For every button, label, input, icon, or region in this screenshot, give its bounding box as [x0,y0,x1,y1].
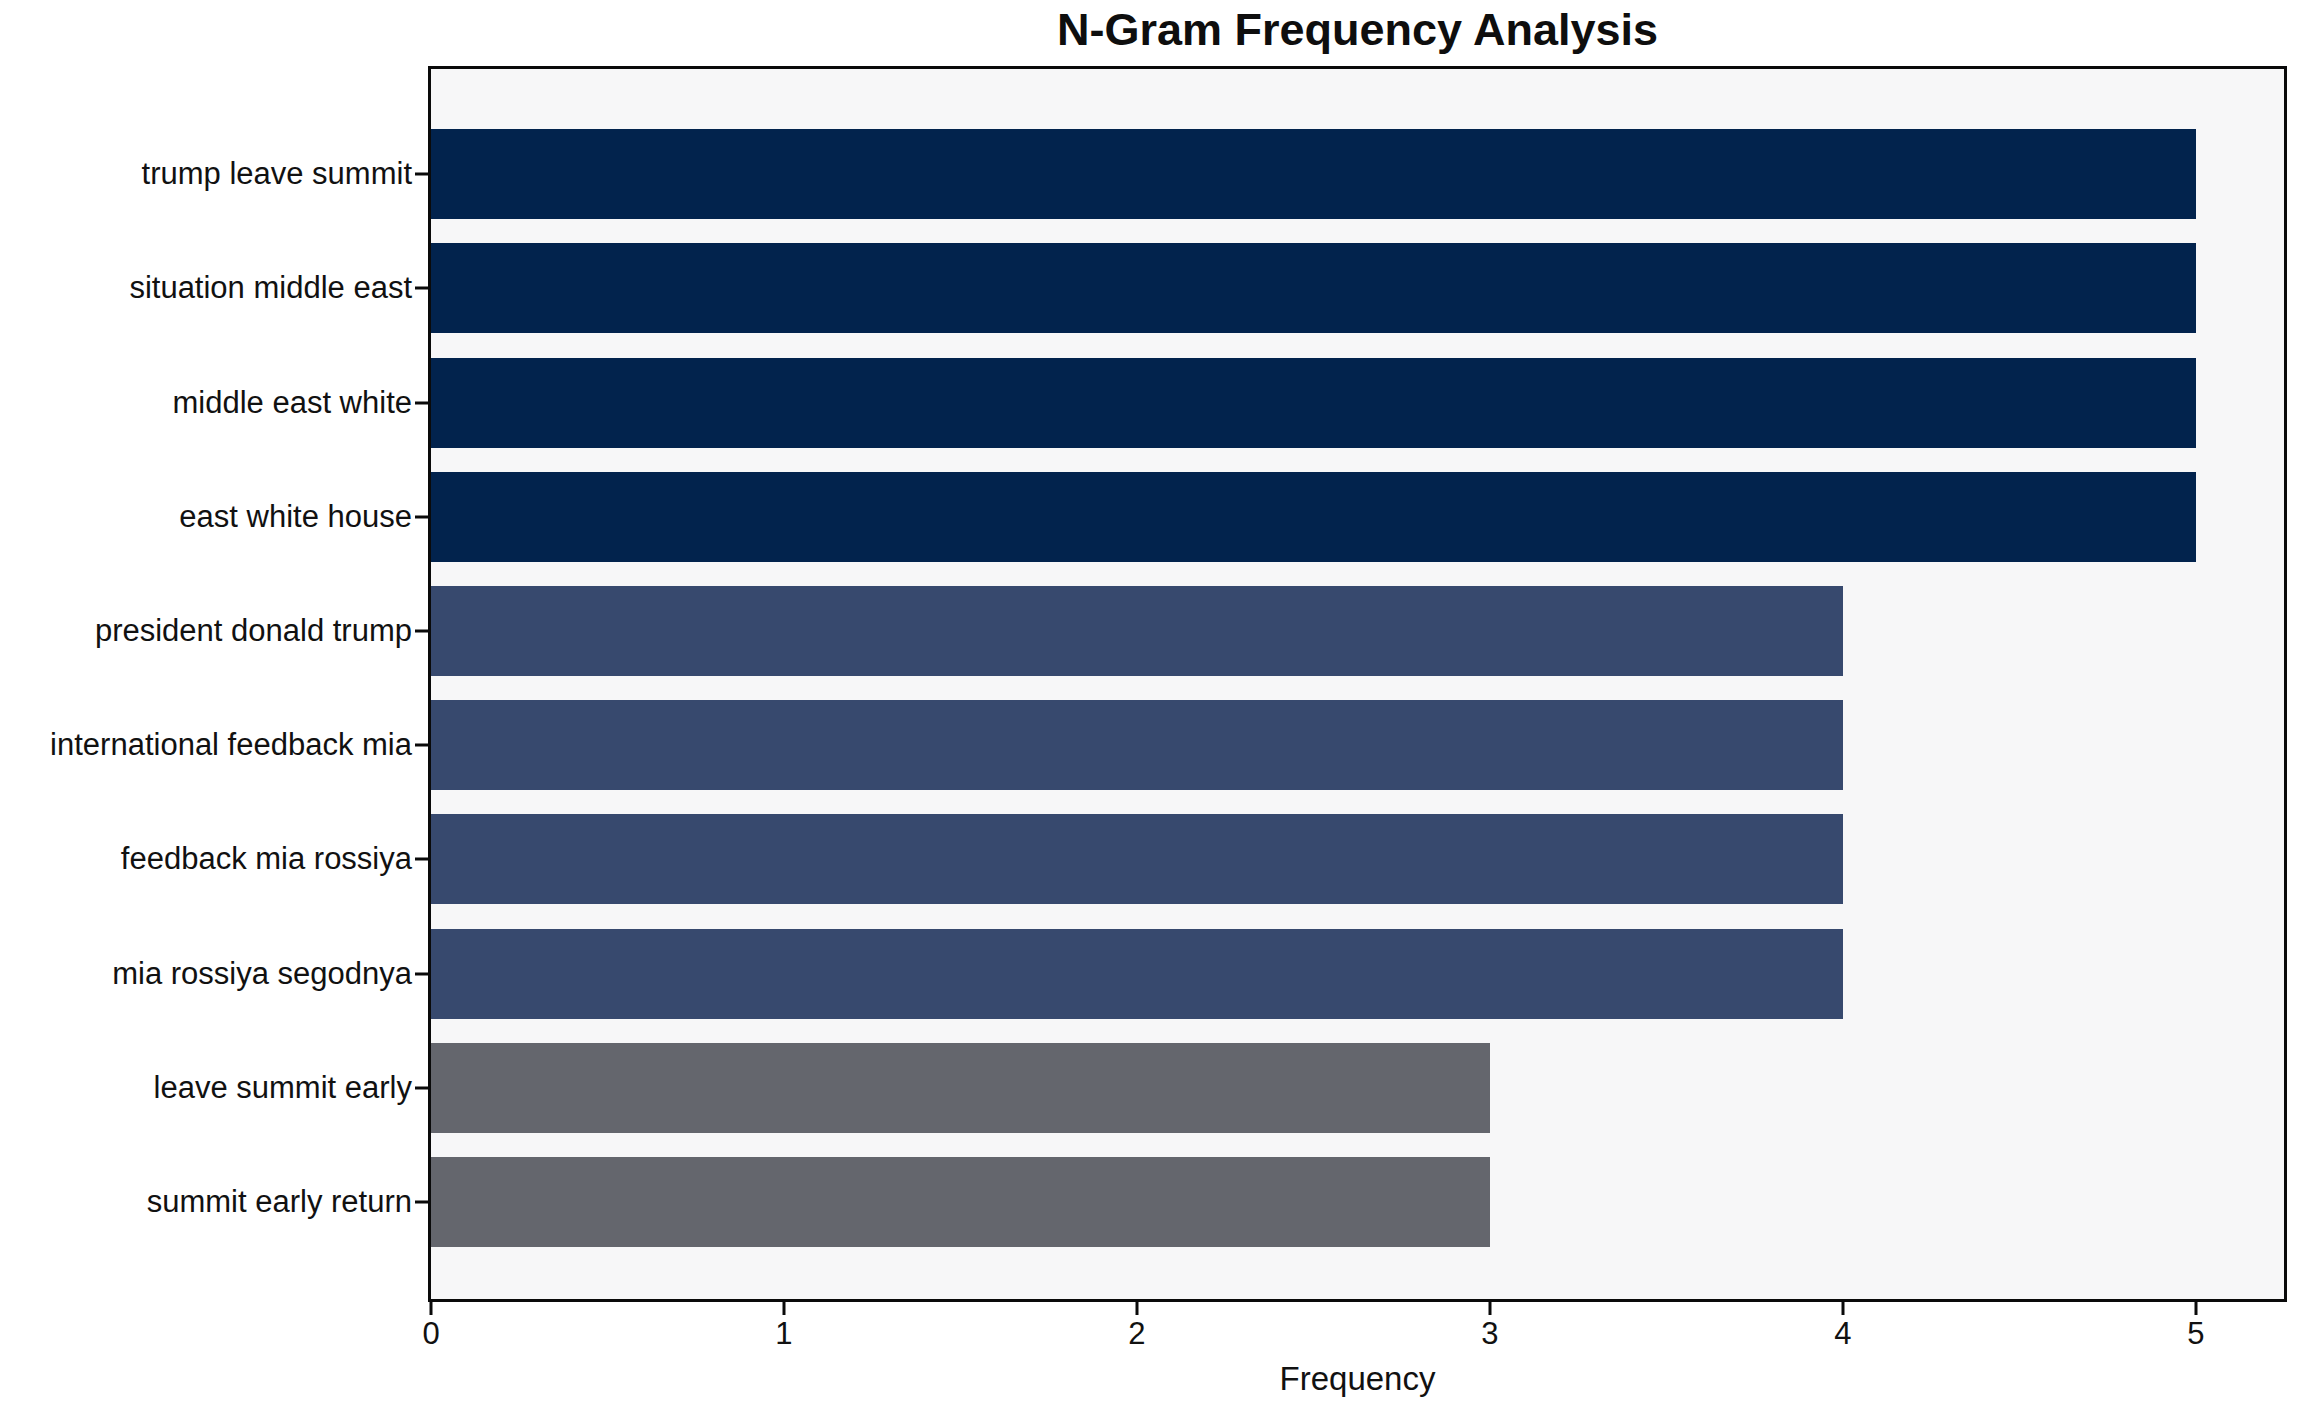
y-tick-mark [415,972,428,975]
x-tick-label: 5 [2187,1316,2204,1352]
category-label: summit early return [147,1184,412,1220]
y-label-row: situation middle east [0,231,412,345]
category-label: situation middle east [129,270,412,306]
figure: N-Gram Frequency Analysis trump leave su… [0,0,2308,1414]
x-tick-label: 2 [1128,1316,1145,1352]
category-label: east white house [179,499,412,535]
bar [431,929,1843,1019]
y-tick-mark [415,401,428,404]
x-axis-tick-labels: 012345 [431,1316,2284,1356]
y-tick-mark [415,287,428,290]
bar-row [431,345,2284,459]
bar-row [431,460,2284,574]
category-label: feedback mia rossiya [121,841,412,877]
bar-row [431,1145,2284,1259]
x-tick-mark [1488,1302,1491,1315]
bar-row [431,231,2284,345]
y-tick-mark [415,515,428,518]
y-label-row: mia rossiya segodnya [0,916,412,1030]
bar-row [431,1031,2284,1145]
plot-area [428,66,2287,1302]
y-label-row: president donald trump [0,574,412,688]
bar [431,472,2196,562]
bar [431,700,1843,790]
y-tick-mark [415,858,428,861]
bar-row [431,117,2284,231]
y-label-row: east white house [0,460,412,574]
x-tick-mark [1135,1302,1138,1315]
category-label: leave summit early [154,1070,412,1106]
bar-row [431,916,2284,1030]
category-label: president donald trump [95,613,412,649]
category-label: middle east white [172,385,412,421]
x-axis-label: Frequency [428,1360,2287,1398]
bar-row [431,688,2284,802]
bar [431,129,2196,219]
x-axis-ticks [431,1302,2284,1316]
x-tick-label: 0 [422,1316,439,1352]
x-tick-mark [1841,1302,1844,1315]
y-tick-mark [415,629,428,632]
x-tick-mark [2194,1302,2197,1315]
y-label-row: middle east white [0,345,412,459]
chart-title: N-Gram Frequency Analysis [428,4,2287,56]
bar-row [431,802,2284,916]
category-label: international feedback mia [50,727,412,763]
bar [431,358,2196,448]
y-label-row: trump leave summit [0,117,412,231]
bar [431,1157,1490,1247]
y-axis-ticks [415,117,428,1259]
bar [431,243,2196,333]
bar-series [431,117,2284,1259]
bar [431,814,1843,904]
y-label-row: summit early return [0,1145,412,1259]
y-label-row: feedback mia rossiya [0,802,412,916]
y-label-row: international feedback mia [0,688,412,802]
category-label: mia rossiya segodnya [112,956,412,992]
x-tick-label: 4 [1834,1316,1851,1352]
x-tick-label: 3 [1481,1316,1498,1352]
x-tick-label: 1 [775,1316,792,1352]
y-tick-mark [415,1086,428,1089]
bar-row [431,574,2284,688]
y-tick-mark [415,1200,428,1203]
y-tick-mark [415,173,428,176]
bar [431,1043,1490,1133]
y-label-row: leave summit early [0,1031,412,1145]
x-tick-mark [430,1302,433,1315]
bar [431,586,1843,676]
x-tick-mark [782,1302,785,1315]
category-label: trump leave summit [142,156,412,192]
y-axis-labels: trump leave summit situation middle east m… [0,117,412,1259]
y-tick-mark [415,744,428,747]
